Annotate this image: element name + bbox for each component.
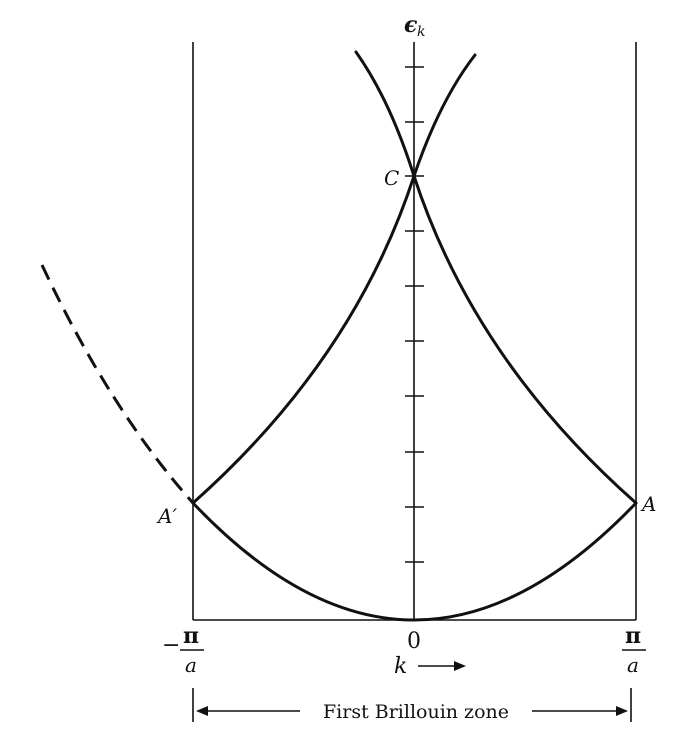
right-boundary-label: π a xyxy=(622,623,646,677)
upper-band-left-branch xyxy=(191,53,477,505)
bracket-left-arrowhead xyxy=(196,706,208,716)
bracket-right-arrowhead xyxy=(616,706,628,716)
energy-axis-ticks xyxy=(405,66,424,563)
pi-symbol: π xyxy=(625,623,641,649)
brillouin-zone-bracket: First Brillouin zone xyxy=(192,688,632,723)
origin-label: 0 xyxy=(407,629,421,654)
minus-sign: − xyxy=(162,633,180,658)
lattice-constant: a xyxy=(185,653,197,677)
zone-label: First Brillouin zone xyxy=(323,701,509,723)
upper-band-right-branch xyxy=(354,50,638,505)
point-c-label: C xyxy=(384,166,399,190)
k-arrow-head xyxy=(454,661,466,671)
extended-zone-dashed-curve xyxy=(40,264,195,504)
k-arrow xyxy=(418,661,466,671)
left-boundary-label: − π a xyxy=(162,623,204,677)
lattice-constant: a xyxy=(627,653,639,677)
point-a-prime-label: A′ xyxy=(156,504,177,528)
energy-axis-label: ϵ xyxy=(404,12,418,38)
k-label: k xyxy=(394,654,407,679)
energy-axis-label-subscript: k xyxy=(417,24,425,40)
lower-band-curve xyxy=(191,501,638,622)
point-a-label: A xyxy=(640,492,656,516)
pi-symbol: π xyxy=(183,623,199,649)
